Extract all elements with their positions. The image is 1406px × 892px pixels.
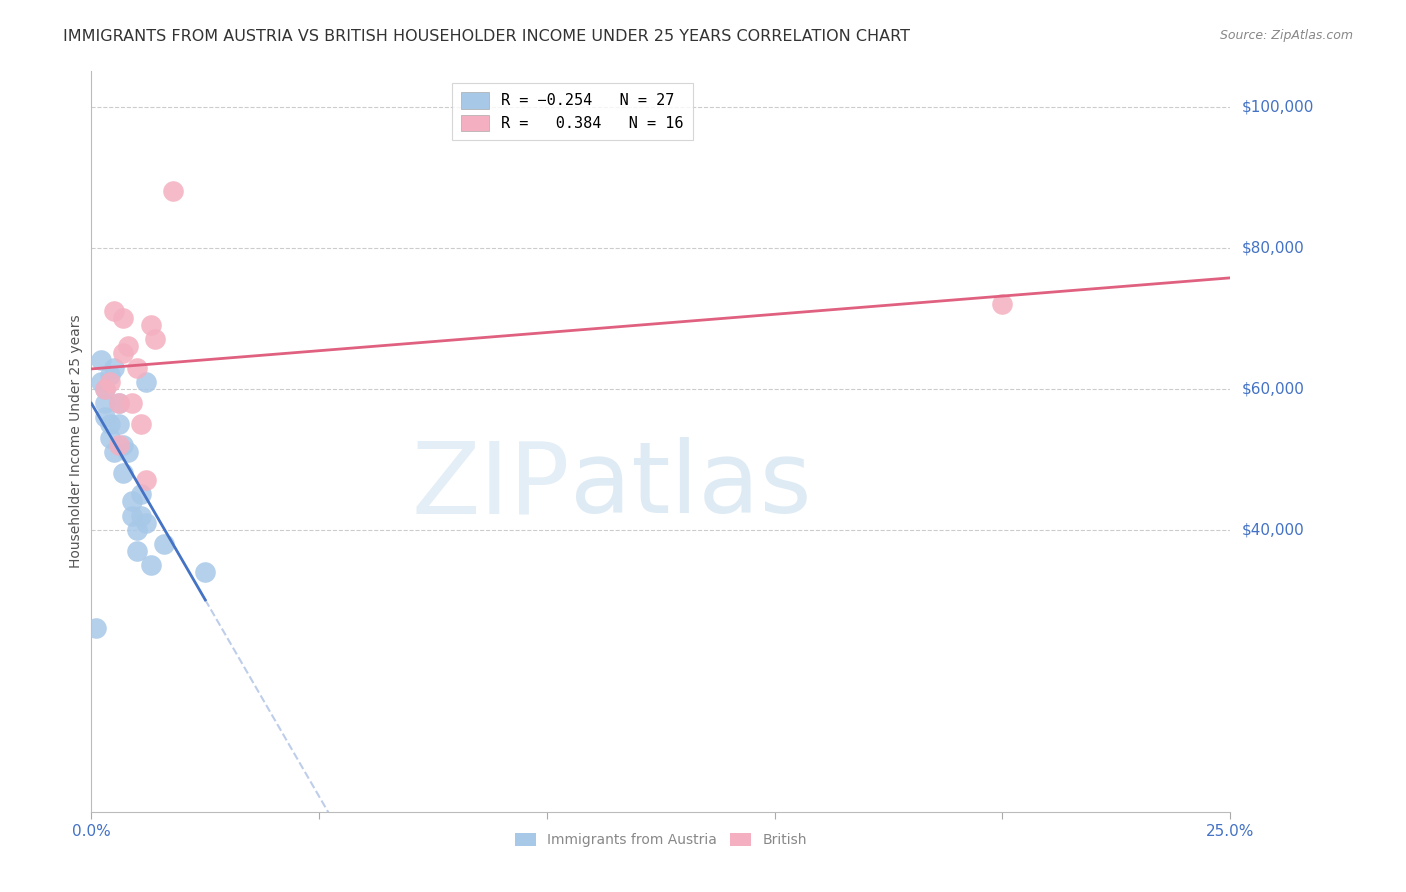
Point: [194, 565, 217, 579]
Point: [121, 508, 143, 523]
Y-axis label: Householder Income Under 25 years: Householder Income Under 25 years: [69, 315, 83, 568]
Text: ZIP: ZIP: [412, 437, 569, 534]
Point: [135, 516, 157, 530]
Legend: Immigrants from Austria, British: Immigrants from Austria, British: [509, 828, 813, 853]
Point: [94, 382, 117, 396]
Point: [125, 544, 148, 558]
Point: [89, 353, 111, 368]
Point: [121, 396, 143, 410]
Point: [131, 487, 153, 501]
Point: [94, 396, 117, 410]
Point: [112, 467, 135, 481]
Point: [121, 494, 143, 508]
Point: [98, 375, 121, 389]
Point: [107, 438, 129, 452]
Point: [139, 318, 162, 333]
Point: [107, 417, 129, 431]
Point: [112, 438, 135, 452]
Text: $60,000: $60,000: [1241, 381, 1305, 396]
Point: [98, 417, 121, 431]
Point: [94, 382, 117, 396]
Text: atlas: atlas: [569, 437, 811, 534]
Point: [139, 558, 162, 572]
Point: [135, 473, 157, 487]
Point: [107, 396, 129, 410]
Point: [112, 346, 135, 360]
Point: [125, 360, 148, 375]
Point: [143, 332, 166, 346]
Text: $100,000: $100,000: [1241, 99, 1313, 114]
Text: $40,000: $40,000: [1241, 522, 1305, 537]
Text: Source: ZipAtlas.com: Source: ZipAtlas.com: [1219, 29, 1353, 43]
Point: [107, 396, 129, 410]
Point: [89, 375, 111, 389]
Point: [131, 417, 153, 431]
Point: [131, 508, 153, 523]
Text: IMMIGRANTS FROM AUSTRIA VS BRITISH HOUSEHOLDER INCOME UNDER 25 YEARS CORRELATION: IMMIGRANTS FROM AUSTRIA VS BRITISH HOUSE…: [63, 29, 910, 45]
Point: [84, 621, 107, 635]
Point: [117, 445, 139, 459]
Point: [125, 523, 148, 537]
Point: [103, 304, 125, 318]
Point: [162, 184, 184, 198]
Point: [153, 537, 176, 551]
Point: [98, 431, 121, 445]
Point: [991, 297, 1014, 311]
Text: $80,000: $80,000: [1241, 240, 1305, 255]
Point: [94, 409, 117, 424]
Point: [98, 368, 121, 382]
Point: [135, 375, 157, 389]
Point: [103, 360, 125, 375]
Point: [112, 311, 135, 326]
Point: [117, 339, 139, 353]
Point: [103, 445, 125, 459]
